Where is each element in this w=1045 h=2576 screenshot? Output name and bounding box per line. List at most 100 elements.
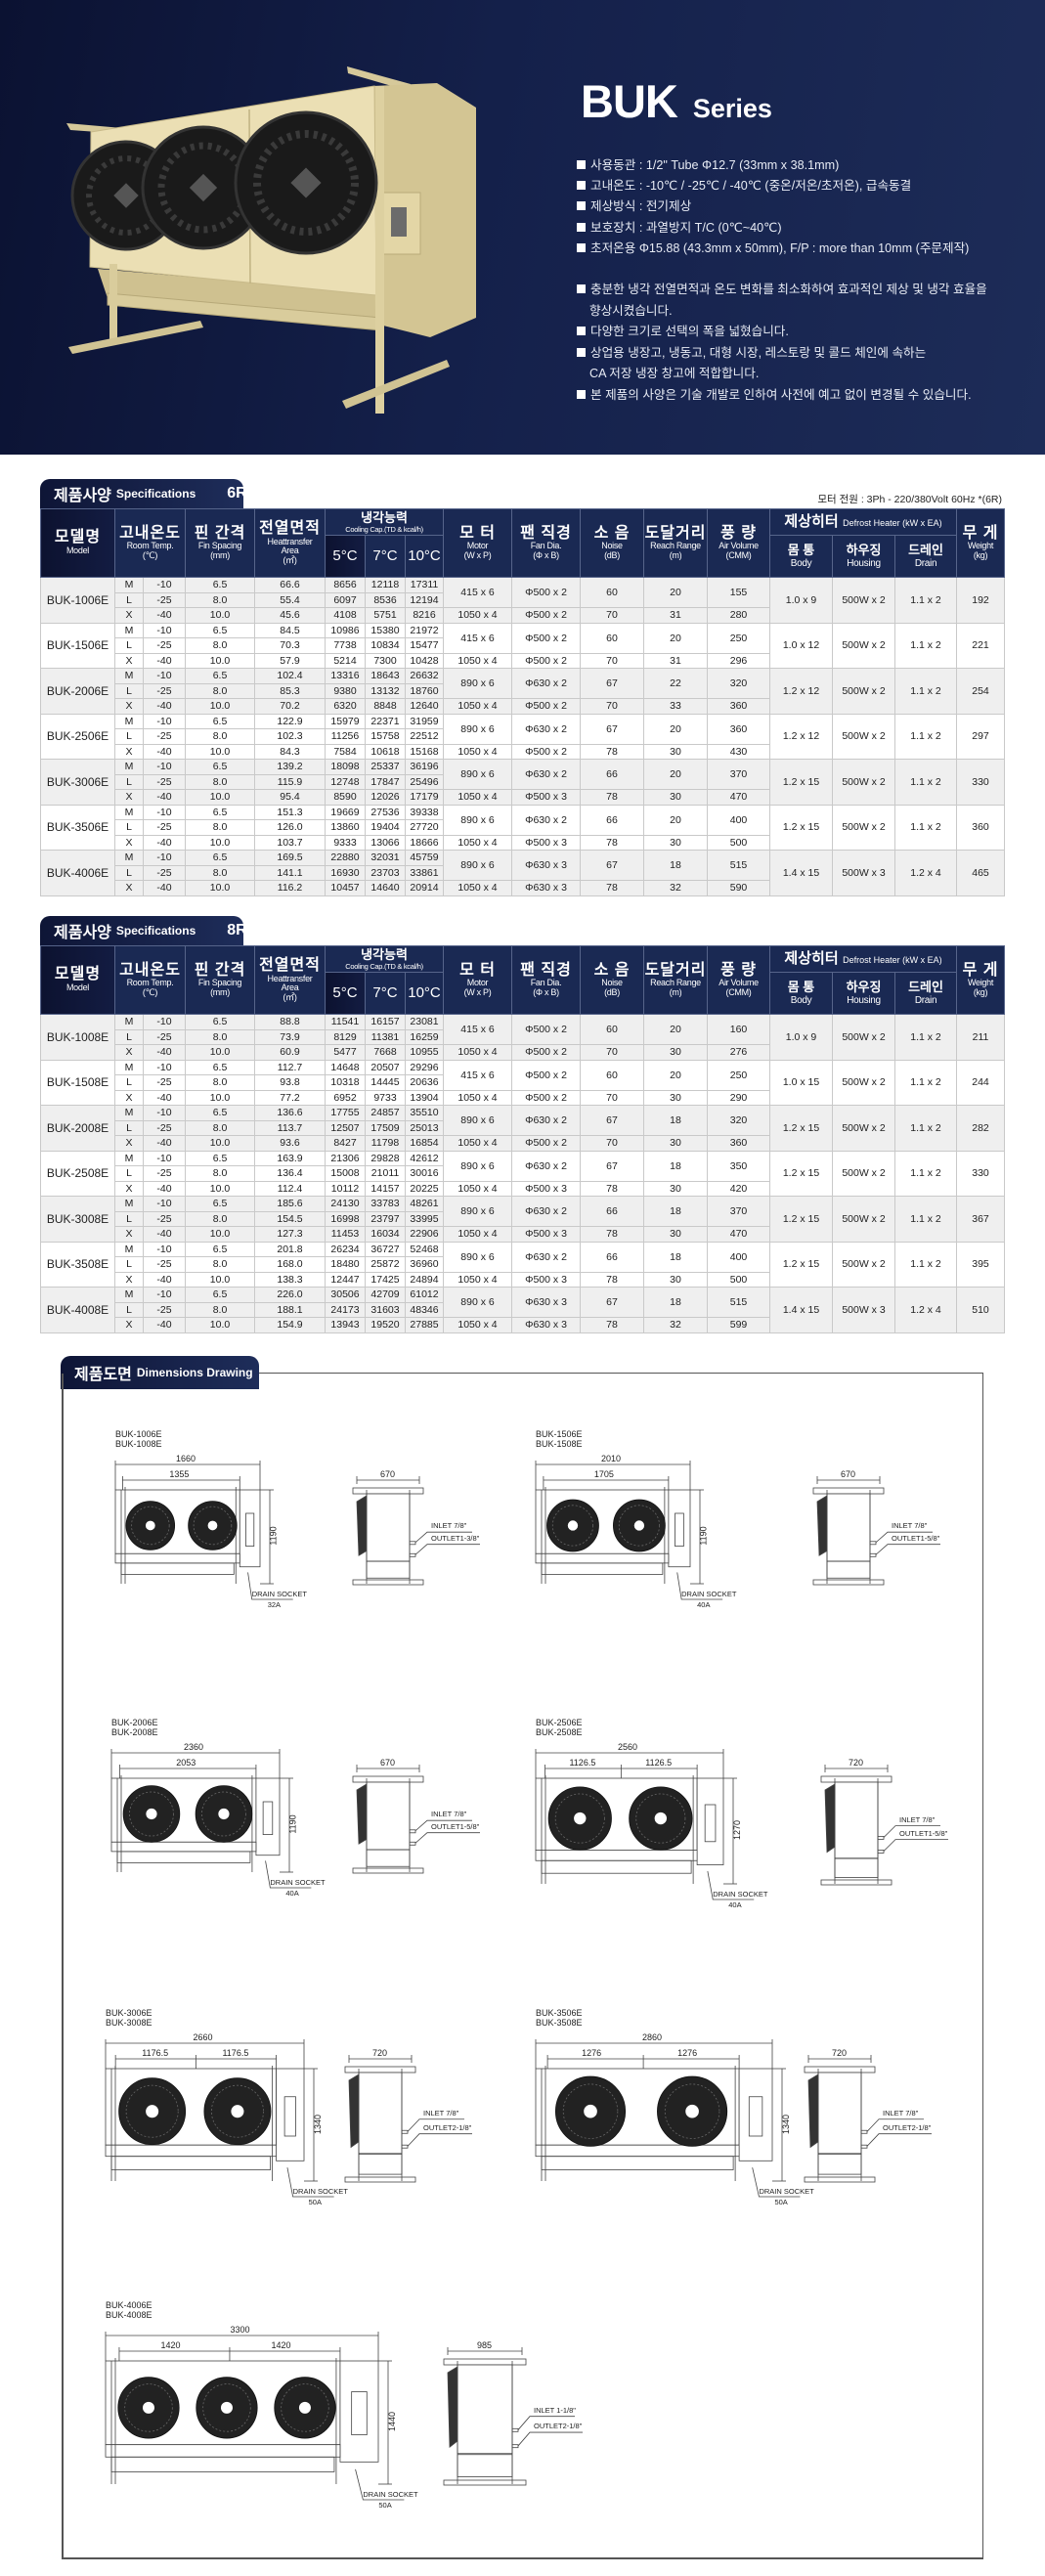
defrost-cell: 1.2 x 12 bbox=[769, 668, 834, 715]
fan-icon bbox=[274, 2377, 336, 2439]
spec-bullet: 초저온용 Φ15.88 (43.3mm x 50mm), F/P : more … bbox=[577, 238, 969, 256]
drain-socket-size: 50A bbox=[378, 2501, 392, 2510]
inlet-label: INLET 7/8" bbox=[431, 1521, 467, 1531]
table-row: X -40 10.0 45.6 4108 5751 8216 1050 x 4 Φ500 x 2… bbox=[41, 607, 1005, 624]
spec-cell: 15168 bbox=[405, 743, 445, 760]
weight-cell: 330 bbox=[956, 759, 1006, 806]
square-bullet-icon bbox=[577, 201, 586, 210]
fan-motor-cell: 1050 x 4 bbox=[443, 652, 513, 669]
side-view-body bbox=[366, 1781, 411, 1851]
col-heat-area: 전열면적 Heattransfer Area (㎡) bbox=[254, 945, 327, 1015]
fan-motor-cell: 18 bbox=[643, 1241, 709, 1273]
header-en: (㎡) bbox=[283, 554, 297, 565]
table-row: BUK-3508E M -10 6.5 201.8 26234 36727 52468 890 … bbox=[40, 1241, 1006, 1288]
spec-cell: 33861 bbox=[405, 864, 445, 881]
fan-motor-cell: Φ500 x 2 bbox=[511, 743, 582, 760]
feature-text: 다양한 크기로 선택의 폭을 넓혔습니다. bbox=[590, 325, 789, 338]
col-cap-0: 5°C bbox=[325, 535, 367, 578]
spec-cell: -40 bbox=[142, 1135, 187, 1152]
header-en: Air Volume bbox=[718, 978, 759, 988]
fan-motor-cell: 78 bbox=[580, 789, 645, 806]
fan-motor-cell: Φ630 x 2 bbox=[511, 804, 582, 836]
drain-socket-label: DRAIN SOCKET bbox=[681, 1590, 737, 1598]
spec-cell: 10.0 bbox=[185, 698, 256, 715]
fan-motor-cell: 1050 x 4 bbox=[443, 1044, 513, 1061]
spec-cell: 15758 bbox=[365, 728, 407, 745]
fan-motor-cell: 415 x 6 bbox=[443, 1059, 513, 1091]
spec-cell: 12640 bbox=[405, 698, 445, 715]
spec-cell: 6.5 bbox=[185, 759, 256, 775]
side-view-base bbox=[820, 1879, 893, 1886]
spec-text: 보호장치 : 과열방지 T/C (0℃~40℃) bbox=[590, 221, 782, 235]
defrost-cell: 1.2 x 15 bbox=[769, 1150, 834, 1197]
spec-cell: 31959 bbox=[405, 713, 445, 729]
side-view-fan bbox=[348, 2074, 360, 2149]
col-drain: 드레인 Drain bbox=[894, 972, 958, 1015]
header-ko: 풍 량 bbox=[720, 524, 757, 542]
spec-cell: 10.0 bbox=[185, 880, 256, 896]
spec-cell: 136.4 bbox=[254, 1165, 327, 1182]
tab-title-ko: 제품사양 bbox=[54, 925, 111, 941]
spec-cell: M bbox=[114, 1287, 144, 1303]
spec-cell: 11453 bbox=[325, 1226, 367, 1243]
spec-cell: 122.9 bbox=[254, 713, 327, 729]
dimension-drawing: BUK-1006E BUK-1008E 1660 1355 1190 670 INLET 7… bbox=[114, 1429, 575, 1674]
weight-cell: 211 bbox=[956, 1014, 1006, 1061]
fan-motor-cell: 66 bbox=[580, 759, 645, 790]
defrost-cell: 1.2 x 15 bbox=[769, 1241, 834, 1288]
spec-cell: 169.5 bbox=[254, 850, 327, 866]
fan-motor-cell: 890 x 6 bbox=[443, 1287, 513, 1318]
spec-cell: 10.0 bbox=[185, 1044, 256, 1061]
defrost-cell: 500W x 2 bbox=[832, 622, 896, 669]
tab-code: 8R bbox=[227, 922, 247, 939]
fan-motor-cell: 18 bbox=[643, 850, 709, 881]
spec-cell: 11541 bbox=[325, 1014, 367, 1030]
dim-width: 2010 bbox=[601, 1454, 622, 1463]
header-en: (W x P) bbox=[463, 549, 492, 560]
header-ko: 모델명 bbox=[54, 529, 102, 546]
spec-tab-8R: 제품사양 Specifications 8R bbox=[40, 916, 247, 945]
spec-cell: 7738 bbox=[325, 637, 367, 654]
fan-motor-cell: 890 x 6 bbox=[443, 850, 513, 881]
series-subtitle: Series bbox=[692, 94, 772, 123]
spec-cell: M bbox=[114, 622, 144, 638]
spec-cell: 8.0 bbox=[185, 1074, 256, 1091]
fan-motor-cell: Φ500 x 3 bbox=[511, 789, 582, 806]
spec-cell: 8.0 bbox=[185, 819, 256, 836]
defrost-cell: 1.0 x 15 bbox=[769, 1059, 834, 1106]
spec-cell: -10 bbox=[142, 713, 187, 729]
fan-motor-cell: 470 bbox=[707, 789, 771, 806]
spec-cell: 16034 bbox=[365, 1226, 407, 1243]
fan-motor-cell: 67 bbox=[580, 1150, 645, 1182]
side-view-top-flange bbox=[812, 1487, 885, 1495]
feature-text: 본 제품의 사양은 기술 개발로 인하여 사전에 예고 없이 변경될 수 있습니… bbox=[590, 387, 972, 402]
spec-cell: 151.3 bbox=[254, 804, 327, 820]
defrost-cell: 1.2 x 12 bbox=[769, 713, 834, 760]
spec-cell: -10 bbox=[142, 577, 187, 593]
defrost-cell: 1.1 x 2 bbox=[894, 1241, 958, 1288]
dim-height: 1190 bbox=[287, 1814, 298, 1834]
spec-cell: 24894 bbox=[405, 1271, 445, 1288]
fan-icon bbox=[195, 1785, 253, 1843]
spec-cell: -25 bbox=[142, 1210, 187, 1227]
dim-depth: 720 bbox=[832, 2048, 848, 2058]
side-view-body bbox=[366, 1493, 411, 1562]
dimension-drawing: BUK-4006E BUK-4008E 3300 1420 1420 1440 985 INL… bbox=[105, 2300, 583, 2545]
spec-cell: 17509 bbox=[365, 1119, 407, 1136]
dim-depth: 720 bbox=[849, 1758, 864, 1768]
header-en: (dB) bbox=[604, 549, 620, 560]
spec-cell: 8427 bbox=[325, 1135, 367, 1152]
spec-cell: 33995 bbox=[405, 1210, 445, 1227]
dimension-drawing: BUK-2506E BUK-2508E 2560 1126.5 1126.5 1270 72… bbox=[535, 1718, 995, 1962]
spec-cell: -25 bbox=[142, 682, 187, 699]
spec-cell: 22371 bbox=[365, 713, 407, 729]
drain-socket-size: 40A bbox=[285, 1889, 299, 1898]
spec-cell: L bbox=[114, 864, 144, 881]
spec-cell: 141.1 bbox=[254, 864, 327, 881]
feature-bullet: 본 제품의 사양은 기술 개발로 인하여 사전에 예고 없이 변경될 수 있습니… bbox=[577, 384, 972, 403]
table-row: BUK-3008E M -10 6.5 185.6 24130 33783 48261 890 … bbox=[40, 1196, 1006, 1243]
spec-cell: 8.0 bbox=[185, 1028, 256, 1045]
spec-cell: -40 bbox=[142, 652, 187, 669]
header-en: (m) bbox=[669, 986, 682, 997]
fan-motor-cell: 1050 x 4 bbox=[443, 743, 513, 760]
